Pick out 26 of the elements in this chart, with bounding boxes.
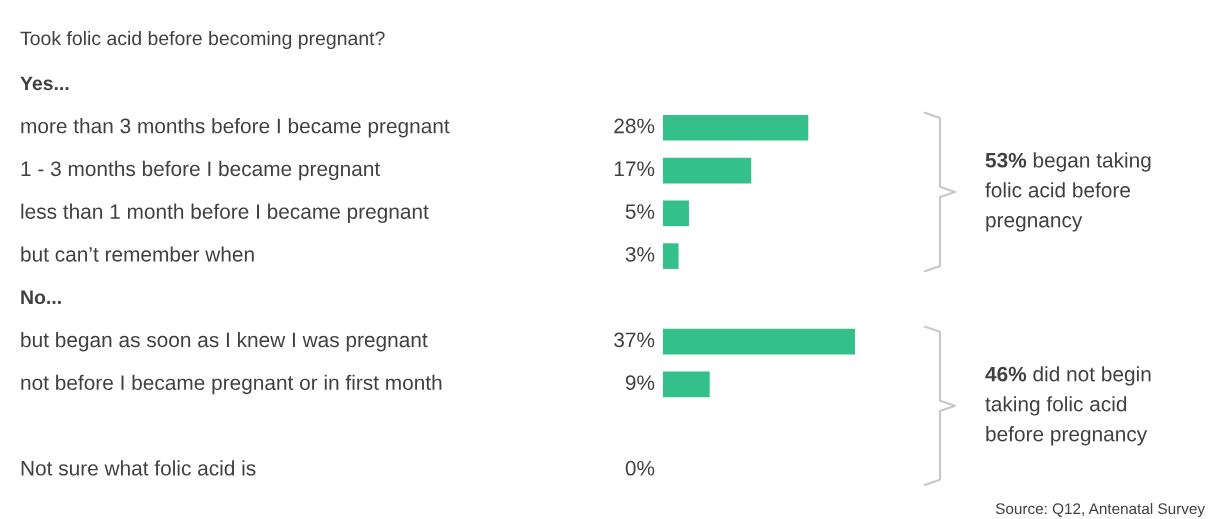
data-label: 3% (625, 246, 655, 262)
source-note: Source: Q12, Antenatal Survey (995, 502, 1205, 518)
y-tick-label: 1 - 3 months before I became pregnant (21, 160, 381, 181)
y-tick-label: Not sure what folic acid is (21, 460, 256, 476)
y-tick-label: Yes... (20, 76, 69, 91)
y-tick-label: No... (21, 290, 61, 305)
y-tick-label: but began as soon as I knew I was pregnant (21, 331, 428, 352)
text: 46% did not begin taking folic acid before pregnancy (985, 366, 1151, 446)
bar (663, 243, 679, 269)
data-label: 17% (614, 161, 655, 177)
data-label: 28% (614, 118, 655, 134)
data-label: 5% (625, 204, 655, 219)
text: Took folic acid before becoming pregnant? (20, 30, 385, 50)
bar (663, 328, 855, 355)
data-label: 0% (625, 460, 655, 476)
bar (663, 157, 752, 184)
y-tick-label: less than 1 month before I became pregnant (21, 203, 429, 224)
y-tick-label: more than 3 months before I became pregnant (21, 118, 450, 138)
data-label: 9% (625, 375, 655, 391)
data-label: 37% (614, 332, 655, 348)
bar (663, 371, 710, 398)
y-tick-label: not before I became pregnant or in first month (21, 374, 442, 395)
bar (663, 114, 809, 141)
y-tick-label: but can’t remember when (21, 246, 254, 262)
text: 53% began taking folic acid before pregnancy (985, 152, 1151, 232)
bar (663, 200, 689, 227)
